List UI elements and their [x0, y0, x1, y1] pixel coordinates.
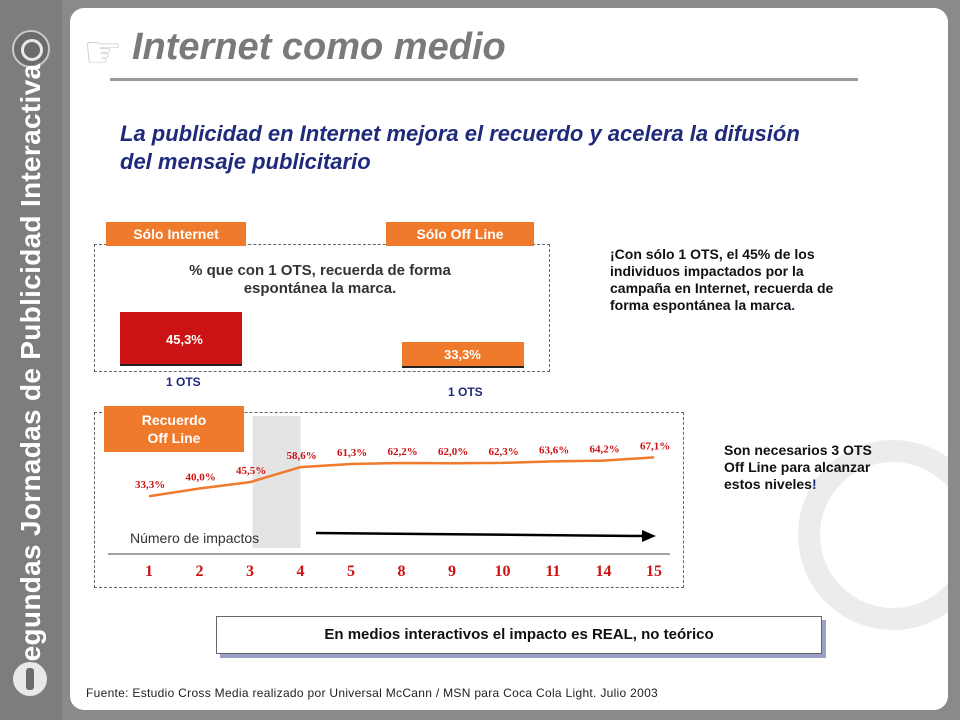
x-tick-label: 14 — [596, 563, 612, 580]
note-internet: ¡Con sólo 1 OTS, el 45% de los individuo… — [610, 246, 860, 314]
point-label: 62,2% — [388, 446, 418, 458]
x-tick-label: 3 — [246, 563, 254, 580]
tag-solo-internet: Sólo Internet — [106, 222, 246, 246]
source-note: Fuente: Estudio Cross Media realizado po… — [86, 686, 659, 700]
bar-offline: 33,3% — [402, 342, 524, 368]
arrow-line — [315, 531, 643, 538]
point-label: 62,3% — [489, 446, 519, 458]
arrow-head-icon — [642, 530, 656, 542]
subtitle: La publicidad en Internet mejora el recu… — [120, 121, 800, 174]
line-chart-box — [94, 412, 684, 588]
point-label: 33,3% — [135, 479, 165, 491]
x-tick-label: 8 — [398, 563, 406, 580]
tag-solo-offline: Sólo Off Line — [386, 222, 534, 246]
x-axis-label: Número de impactos — [130, 530, 259, 546]
note-internet-body: , el 45% de los individuos impactados po… — [610, 246, 834, 313]
info-logo-icon — [13, 662, 47, 696]
tag-recuerdo-line1: Recuerdo — [141, 412, 207, 428]
x-tick-label: 9 — [448, 563, 456, 580]
note-offline: Son necesarios 3 OTS Off Line para alcan… — [724, 442, 894, 493]
sidebar: Segundas Jornadas de Publicidad Interact… — [0, 0, 62, 720]
x-tick-label: 10 — [495, 563, 511, 580]
note-offline-text: Son necesarios 3 OTS Off Line para alcan… — [724, 442, 872, 492]
comparison-box — [94, 244, 550, 372]
point-label: 58,6% — [287, 450, 317, 462]
pointing-hand-icon: ☞ — [83, 28, 123, 77]
point-label: 64,2% — [590, 444, 620, 456]
series-line-recuerdo — [148, 456, 655, 498]
slide: ☞ Internet como medio La publicidad en I… — [70, 8, 948, 710]
point-label: 40,0% — [186, 472, 216, 484]
comparison-label-line2: espontánea la marca. — [243, 280, 397, 297]
point-label: 62,0% — [438, 446, 468, 458]
bar-internet: 45,3% — [120, 312, 242, 366]
point-label: 67,1% — [640, 440, 670, 452]
comparison-label: % que con 1 OTS, recuerda de forma espon… — [140, 262, 500, 298]
x-tick-label: 11 — [545, 563, 560, 580]
x-tick-label: 5 — [347, 563, 355, 580]
note-offline-end: ! — [811, 476, 817, 492]
x-tick-label: 15 — [646, 563, 662, 580]
x-tick-label: 1 — [145, 563, 153, 580]
point-label: 63,6% — [539, 444, 569, 456]
note-internet-end: . — [791, 297, 796, 313]
point-label: 61,3% — [337, 447, 367, 459]
point-label: 45,5% — [236, 465, 266, 477]
page-title: Internet como medio — [132, 26, 506, 68]
note-internet-intro: ¡Con sólo 1 OTS — [610, 246, 719, 262]
tag-recuerdo-offline: Recuerdo Off Line — [104, 406, 244, 452]
x-tick-label: 4 — [297, 563, 305, 580]
tag-recuerdo-line2: Off Line — [147, 430, 201, 446]
sidebar-title: Segundas Jornadas de Publicidad Interact… — [15, 63, 46, 681]
ots-label-internet: 1 OTS — [166, 375, 201, 389]
highlight-band — [252, 416, 301, 548]
title-divider — [110, 78, 858, 81]
comparison-label-line1: % que con 1 OTS, recuerda de forma — [189, 262, 451, 279]
bar-offline-label: 33,3% — [444, 347, 481, 362]
callout-box: En medios interactivos el impacto es REA… — [216, 616, 822, 654]
bar-internet-label: 45,3% — [166, 332, 203, 347]
ots-label-offline: 1 OTS — [448, 385, 483, 399]
line-chart: 33,3% 40,0% 45,5% 58,6% 61,3% 62,2% 62,0% 62,3%… — [108, 416, 670, 580]
x-tick-label: 2 — [196, 563, 204, 580]
eye-logo-icon — [12, 30, 50, 68]
